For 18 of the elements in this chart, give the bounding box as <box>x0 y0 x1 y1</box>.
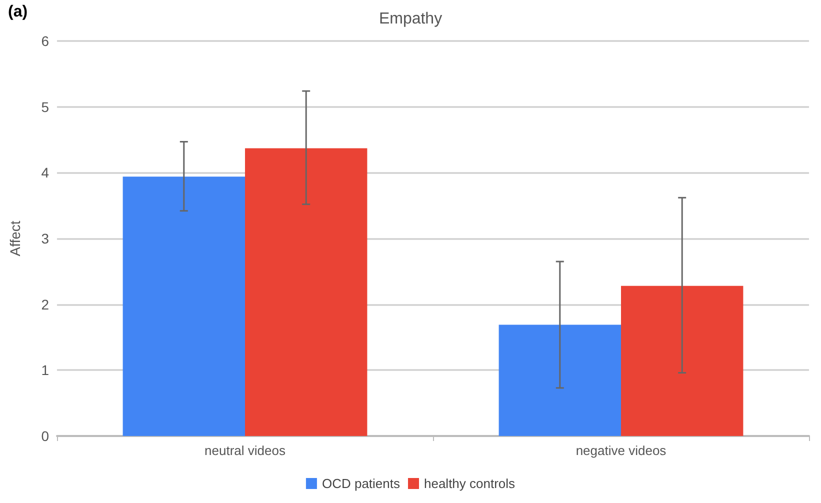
chart-title: Empathy <box>378 10 442 28</box>
y-tick-label: 0 <box>41 428 50 444</box>
y-tick-label: 5 <box>41 98 50 115</box>
x-tick-label: neutral videos <box>204 443 286 458</box>
x-tick-label: negative videos <box>576 443 667 458</box>
bar <box>245 148 368 436</box>
legend-label: OCD patients <box>322 476 400 491</box>
y-tick-label: 3 <box>41 230 50 246</box>
legend-label: healthy controls <box>424 476 516 491</box>
bar <box>498 324 621 436</box>
bar <box>122 176 245 436</box>
y-tick-label: 4 <box>41 164 50 181</box>
y-tick-label: 6 <box>41 33 50 49</box>
y-axis-title: Affect <box>7 220 23 256</box>
y-tick-label: 2 <box>41 296 50 312</box>
text: (a) <box>8 4 28 20</box>
y-tick-label: 1 <box>41 362 50 378</box>
bar <box>621 286 744 436</box>
